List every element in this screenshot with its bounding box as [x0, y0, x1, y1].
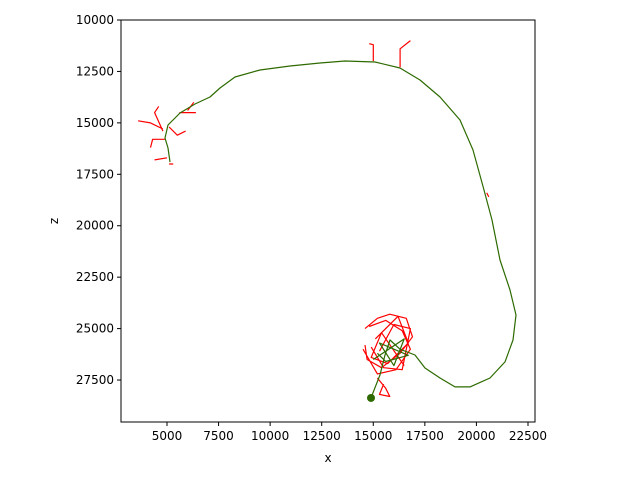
y-tick-label: 15000 [76, 116, 114, 130]
x-tick-label: 12500 [303, 429, 341, 443]
y-tick-label: 12500 [76, 64, 114, 78]
y-tick-label: 27500 [76, 373, 114, 387]
y-tick-label: 22500 [76, 270, 114, 284]
x-tick-label: 7500 [203, 429, 234, 443]
x-tick-label: 22500 [509, 429, 547, 443]
x-tick-label: 5000 [152, 429, 183, 443]
plot-frame [120, 19, 536, 423]
y-axis-label: z [47, 218, 61, 224]
y-tick-label: 10000 [76, 13, 114, 27]
y-tick-label: 17500 [76, 167, 114, 181]
x-axis-label: x [324, 451, 331, 465]
soma-marker [367, 393, 376, 402]
x-tick-label: 20000 [457, 429, 495, 443]
y-tick-label: 20000 [76, 219, 114, 233]
x-tick-label: 10000 [251, 429, 289, 443]
y-tick-label: 25000 [76, 322, 114, 336]
neurite-line [164, 60, 517, 399]
x-tick-label: 17500 [406, 429, 444, 443]
x-tick-label: 15000 [354, 429, 392, 443]
